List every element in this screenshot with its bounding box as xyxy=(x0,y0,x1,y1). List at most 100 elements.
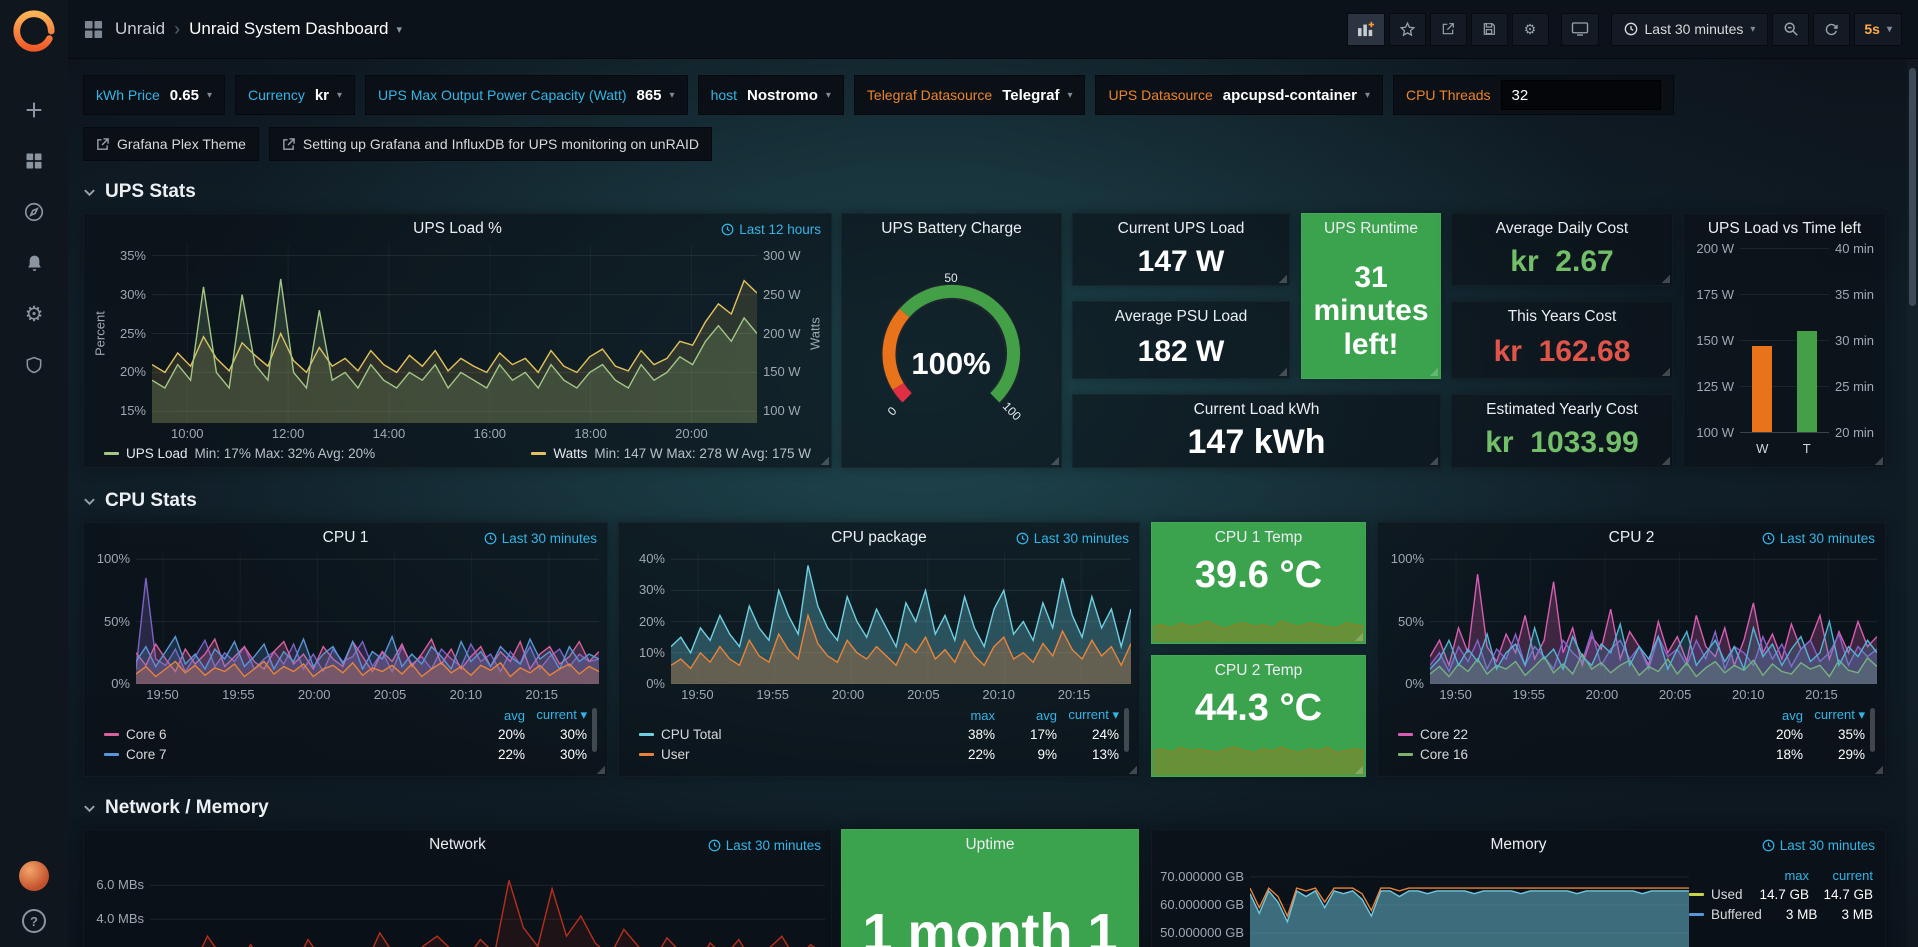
panel-title[interactable]: CPU 2 xyxy=(1608,529,1655,546)
legend-item[interactable]: Core 16 18% 29% xyxy=(1398,744,1865,764)
legend-column-header[interactable]: avg xyxy=(1782,707,1803,723)
add-panel-button[interactable] xyxy=(1346,12,1385,46)
breadcrumb-app[interactable]: Unraid xyxy=(115,19,166,38)
legend-item[interactable]: Used 14.7 GB 14.7 GB xyxy=(1689,884,1873,904)
panel-title[interactable]: CPU 1 xyxy=(322,529,369,546)
legend-series-name[interactable]: Buffered xyxy=(1689,907,1762,922)
bar-w[interactable] xyxy=(1752,345,1773,432)
chevron-down-icon[interactable]: ▾ xyxy=(396,23,402,36)
bar-t[interactable] xyxy=(1796,330,1817,432)
variable-value[interactable]: Telegraf xyxy=(1002,86,1060,104)
refresh-interval-picker[interactable]: 5s ▾ xyxy=(1854,12,1902,46)
create-icon[interactable] xyxy=(22,98,46,122)
cpu-package-chart[interactable] xyxy=(671,553,1131,684)
page-scrollbar-thumb[interactable] xyxy=(1909,68,1916,306)
series-color-dash[interactable] xyxy=(104,451,119,455)
legend-series-name[interactable]: Core 6 xyxy=(104,727,463,742)
breadcrumb-dashboard[interactable]: Unraid System Dashboard xyxy=(189,19,389,38)
series-color-dash[interactable] xyxy=(104,752,119,756)
series-color-dash[interactable] xyxy=(531,451,547,455)
legend-series-name[interactable]: Core 7 xyxy=(104,747,463,762)
legend-item[interactable]: User 22% 9% 13% xyxy=(639,744,1119,764)
variable-value[interactable]: 0.65 xyxy=(169,86,199,104)
panel-title[interactable]: CPU package xyxy=(831,529,927,546)
variable-input[interactable] xyxy=(1500,80,1661,110)
panel-title[interactable]: Average Daily Cost xyxy=(1495,220,1629,237)
legend-item[interactable]: Core 7 22% 30% xyxy=(104,744,587,764)
cpu1-chart[interactable] xyxy=(136,553,599,684)
panel-title[interactable]: Uptime xyxy=(965,836,1015,853)
legend-series-name[interactable]: User xyxy=(639,747,933,762)
grafana-logo[interactable] xyxy=(11,8,57,54)
save-button[interactable] xyxy=(1470,12,1508,46)
panel-title[interactable]: UPS Battery Charge xyxy=(881,220,1022,237)
variable-value[interactable]: Nostromo xyxy=(747,86,818,104)
legend-item[interactable]: Core 6 20% 30% xyxy=(104,724,587,744)
legend-series-name[interactable]: Core 22 xyxy=(1398,727,1741,742)
panel-title[interactable]: UPS Runtime xyxy=(1324,220,1418,237)
series-color-dash[interactable] xyxy=(639,752,654,756)
variable-ups-max-output-power-capacity-watt-[interactable]: UPS Max Output Power Capacity (Watt) 865 ▾ xyxy=(365,75,688,115)
legend-scrollbar[interactable] xyxy=(592,708,597,752)
legend-series-name[interactable]: Core 16 xyxy=(1398,747,1741,762)
star-button[interactable] xyxy=(1388,12,1426,46)
legend-column-header[interactable]: max xyxy=(970,707,995,723)
section-ups-stats[interactable]: UPS Stats xyxy=(83,179,1903,205)
memory-chart[interactable] xyxy=(1250,860,1689,947)
panel-title[interactable]: Average PSU Load xyxy=(1114,308,1248,325)
ups-load-chart[interactable] xyxy=(152,244,757,423)
legend-column-header[interactable]: current ▾ xyxy=(1814,707,1865,722)
zoom-out-button[interactable] xyxy=(1772,12,1810,46)
panel-title[interactable]: Memory xyxy=(1490,836,1547,853)
legend-column-header[interactable]: max xyxy=(1784,867,1809,883)
battery-gauge[interactable]: 0 50 100 100% xyxy=(849,264,1054,441)
series-color-dash[interactable] xyxy=(1398,752,1413,756)
series-color-dash[interactable] xyxy=(104,732,119,736)
legend-item[interactable]: Buffered 3 MB 3 MB xyxy=(1689,904,1873,924)
panel-title[interactable]: UPS Load vs Time left xyxy=(1707,220,1862,237)
panel-title[interactable]: This Years Cost xyxy=(1507,308,1617,325)
panel-title[interactable]: Current UPS Load xyxy=(1117,220,1245,237)
legend-item[interactable]: Core 22 20% 35% xyxy=(1398,724,1865,744)
dashboards-icon[interactable] xyxy=(22,149,46,173)
network-chart[interactable] xyxy=(150,860,825,947)
legend-column-header[interactable]: avg xyxy=(1036,707,1057,723)
variable-value[interactable]: apcupsd-container xyxy=(1222,86,1357,104)
panel-title[interactable]: Current Load kWh xyxy=(1193,401,1320,418)
variable-value[interactable]: kr xyxy=(314,86,330,104)
series-color-dash[interactable] xyxy=(1689,892,1704,896)
series-color-dash[interactable] xyxy=(1398,732,1413,736)
help-icon[interactable]: ? xyxy=(22,909,46,933)
panel-title[interactable]: Network xyxy=(429,836,486,853)
panel-title[interactable]: Estimated Yearly Cost xyxy=(1486,401,1638,418)
legend-series-name[interactable]: CPU Total xyxy=(639,727,933,742)
avatar[interactable] xyxy=(19,861,49,891)
legend-scrollbar[interactable] xyxy=(1124,708,1129,752)
series-color-dash[interactable] xyxy=(639,732,654,736)
variable-telegraf-datasource[interactable]: Telegraf Datasource Telegraf ▾ xyxy=(853,75,1086,115)
panel-title[interactable]: CPU 1 Temp xyxy=(1214,529,1303,546)
legend-column-header[interactable]: current ▾ xyxy=(536,707,587,722)
legend-item[interactable]: Watts Min: 147 W Max: 278 W Avg: 175 W xyxy=(531,446,811,461)
explore-compass-icon[interactable] xyxy=(22,200,46,224)
variable-ups-datasource[interactable]: UPS Datasource apcupsd-container ▾ xyxy=(1095,75,1383,115)
legend-column-header[interactable]: avg xyxy=(504,707,525,723)
section-network-memory[interactable]: Network / Memory xyxy=(83,795,1903,821)
legend-item[interactable]: UPS Load Min: 17% Max: 32% Avg: 20% xyxy=(104,446,375,461)
variable-kwh-price[interactable]: kWh Price 0.65 ▾ xyxy=(83,75,226,115)
variable-currency[interactable]: Currency kr ▾ xyxy=(235,75,356,115)
series-color-dash[interactable] xyxy=(1689,912,1704,916)
variable-cpu-threads[interactable]: CPU Threads xyxy=(1392,75,1674,115)
tv-mode-button[interactable] xyxy=(1560,12,1599,46)
dashboard-link[interactable]: Grafana Plex Theme xyxy=(83,127,259,161)
legend-column-header[interactable]: current ▾ xyxy=(1068,707,1119,722)
admin-shield-icon[interactable] xyxy=(22,353,46,377)
variable-host[interactable]: host Nostromo ▾ xyxy=(697,75,844,115)
panel-title[interactable]: CPU 2 Temp xyxy=(1214,662,1303,679)
legend-series-name[interactable]: Used xyxy=(1689,887,1745,902)
share-button[interactable] xyxy=(1429,12,1467,46)
configuration-gear-icon[interactable]: ⚙ xyxy=(24,302,44,326)
refresh-button[interactable] xyxy=(1813,12,1851,46)
variable-value[interactable]: 865 xyxy=(636,86,662,104)
